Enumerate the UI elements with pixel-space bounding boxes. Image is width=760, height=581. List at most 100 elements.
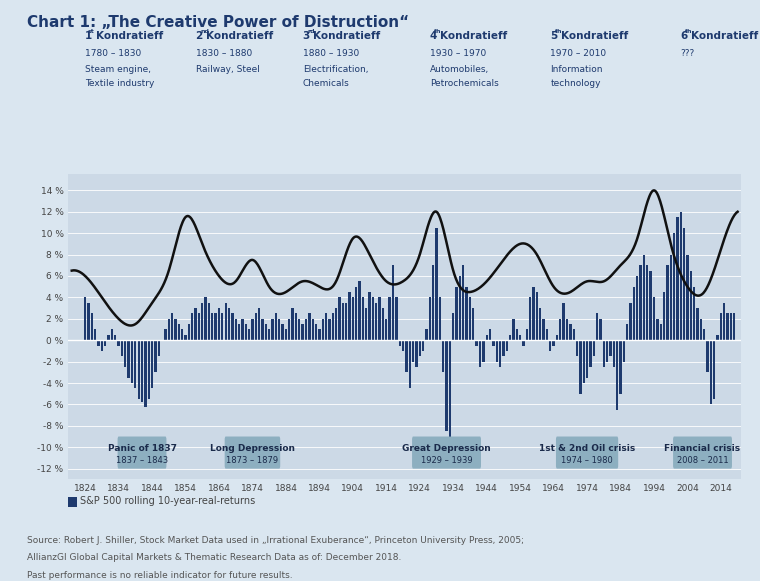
Bar	[188, 324, 190, 340]
Bar	[235, 319, 237, 340]
FancyBboxPatch shape	[673, 436, 732, 469]
Bar	[305, 319, 307, 340]
Text: nd: nd	[200, 28, 209, 34]
Text: th: th	[435, 28, 442, 34]
Bar	[482, 340, 485, 361]
Bar	[135, 340, 137, 388]
Bar	[359, 281, 361, 340]
Bar	[569, 324, 572, 340]
Text: st: st	[88, 28, 94, 34]
Text: Textile industry: Textile industry	[85, 80, 154, 88]
Bar	[214, 313, 217, 340]
Bar	[312, 319, 314, 340]
Bar	[730, 313, 732, 340]
Text: Financial crisis: Financial crisis	[664, 444, 740, 453]
Bar	[546, 329, 548, 340]
Bar	[402, 340, 404, 351]
FancyBboxPatch shape	[225, 436, 280, 469]
Bar	[218, 308, 220, 340]
Bar	[432, 266, 434, 340]
Bar	[723, 303, 726, 340]
Text: 5: 5	[550, 31, 558, 41]
Text: Kondratieff: Kondratieff	[206, 31, 274, 41]
Bar	[342, 303, 344, 340]
Bar	[720, 313, 722, 340]
Bar	[476, 340, 478, 346]
Bar	[549, 340, 552, 351]
Bar	[626, 324, 629, 340]
Bar	[426, 329, 428, 340]
Bar	[689, 271, 692, 340]
Bar	[515, 329, 518, 340]
Bar	[586, 340, 588, 378]
Bar	[104, 340, 106, 346]
Text: ???: ???	[681, 49, 695, 58]
Bar	[613, 340, 615, 367]
Bar	[622, 340, 625, 361]
Bar	[502, 340, 505, 356]
Bar	[412, 340, 414, 361]
Text: Chemicals: Chemicals	[302, 80, 350, 88]
Text: th: th	[686, 28, 693, 34]
Text: Past performance is no reliable indicator for future results.: Past performance is no reliable indicato…	[27, 571, 293, 579]
Bar	[650, 271, 652, 340]
FancyBboxPatch shape	[118, 436, 166, 469]
Bar	[171, 313, 173, 340]
Bar	[84, 297, 87, 340]
Bar	[469, 297, 471, 340]
Bar	[375, 303, 378, 340]
Bar	[703, 329, 705, 340]
Text: S&P 500 rolling 10-year-real-returns: S&P 500 rolling 10-year-real-returns	[80, 496, 255, 507]
Bar	[619, 340, 622, 394]
Bar	[228, 308, 230, 340]
Bar	[509, 335, 511, 340]
Bar	[455, 286, 458, 340]
Bar	[97, 340, 100, 346]
Bar	[679, 211, 682, 340]
Bar	[178, 324, 180, 340]
Bar	[663, 292, 665, 340]
Bar	[100, 340, 103, 351]
Bar	[439, 297, 441, 340]
Bar	[556, 335, 558, 340]
Bar	[252, 319, 254, 340]
Bar	[147, 340, 150, 399]
Bar	[111, 329, 113, 340]
Text: Automobiles,: Automobiles,	[430, 65, 489, 74]
Bar	[639, 266, 641, 340]
Bar	[255, 313, 257, 340]
Bar	[388, 297, 391, 340]
Bar	[278, 319, 280, 340]
Bar	[566, 319, 568, 340]
Bar	[660, 324, 662, 340]
Text: 6: 6	[681, 31, 688, 41]
Bar	[536, 292, 538, 340]
Bar	[328, 319, 331, 340]
Text: Kondratieff: Kondratieff	[441, 31, 508, 41]
Bar	[419, 340, 421, 356]
Bar	[352, 297, 354, 340]
FancyBboxPatch shape	[556, 436, 618, 469]
Text: 1930 – 1970: 1930 – 1970	[430, 49, 486, 58]
Bar	[519, 335, 521, 340]
Text: th: th	[555, 28, 562, 34]
Bar	[281, 324, 283, 340]
Bar	[409, 340, 411, 388]
Text: 4: 4	[430, 31, 437, 41]
Bar	[522, 340, 524, 346]
Bar	[181, 329, 183, 340]
Text: Kondratieff: Kondratieff	[692, 31, 758, 41]
Bar	[154, 340, 157, 372]
Bar	[114, 335, 116, 340]
Bar	[512, 319, 515, 340]
Bar	[676, 217, 679, 340]
Bar	[295, 313, 297, 340]
Text: 3: 3	[302, 31, 310, 41]
Text: technology: technology	[550, 80, 600, 88]
Bar	[245, 324, 247, 340]
Bar	[486, 335, 488, 340]
Bar	[653, 297, 655, 340]
Bar	[204, 297, 207, 340]
Bar	[710, 340, 712, 404]
Bar	[185, 335, 187, 340]
